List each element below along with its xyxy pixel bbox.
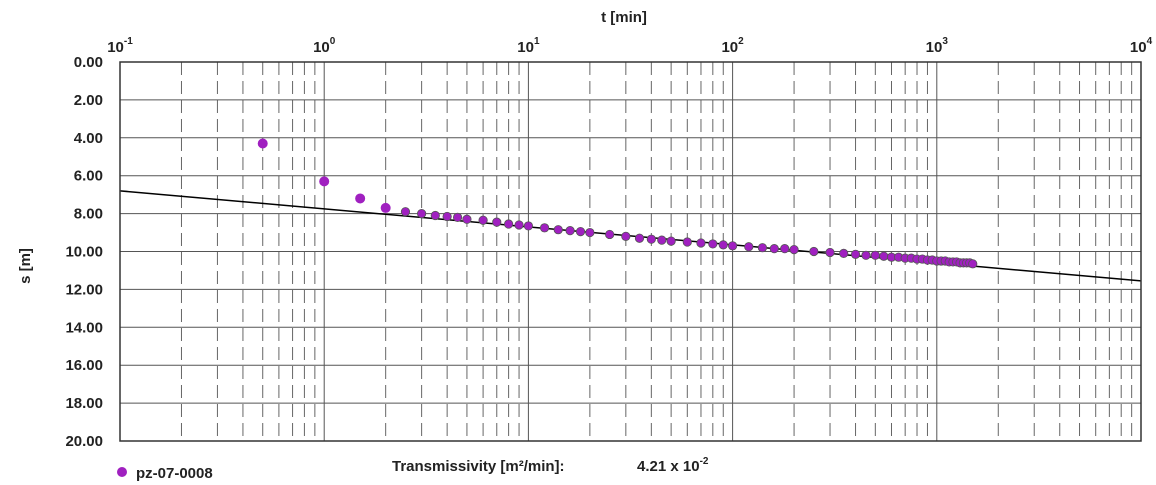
data-point [696,238,706,248]
y-tick-label: 18.00 [65,395,103,412]
transmissivity-value: 4.21 x 10-2 [637,456,709,475]
y-tick-label: 14.00 [65,319,103,336]
x-tick-exponent: 4 [1147,36,1153,47]
x-tick-labels: 10-1 100 101 102 103 104 [107,36,1152,56]
data-point [539,223,550,233]
legend: pz-07-0008 [117,465,213,482]
data-point [870,250,880,260]
x-tick-base: 10 [1130,39,1147,56]
data-points-layer [257,138,978,269]
y-tick-label: 20.00 [65,433,103,450]
data-point [682,237,692,247]
data-point [553,225,563,235]
y-tick-label: 0.00 [74,54,103,71]
y-tick-label: 8.00 [74,206,103,223]
data-point [355,193,366,204]
plot-frame [119,61,1142,442]
data-point [492,217,502,227]
data-point [757,243,768,253]
y-axis-title: s [m] [17,248,34,284]
x-tick-base: 10 [517,39,534,56]
data-point [708,239,718,249]
data-point [646,234,656,244]
data-point [968,259,978,269]
legend-label: pz-07-0008 [136,465,213,482]
data-point [839,248,849,258]
data-point [634,233,645,243]
x-tick-label: 104 [1130,36,1153,56]
grid-layer [119,61,1141,442]
data-point [861,250,871,260]
data-point [657,235,667,245]
data-point [462,214,472,224]
data-point [430,210,440,221]
data-point [769,244,779,254]
x-tick-base: 10 [721,39,738,56]
x-tick-label: 103 [926,36,949,56]
data-point [504,219,514,229]
data-point [780,244,790,254]
data-point [744,242,754,252]
data-point [514,220,524,230]
x-tick-label: 10-1 [107,36,133,56]
data-point [718,240,728,250]
data-point [452,212,463,222]
fit-line-layer [119,190,1142,282]
data-point [825,247,835,258]
data-point [809,246,819,257]
data-point [478,215,488,225]
x-tick-label: 100 [313,36,336,56]
data-point [417,209,427,219]
data-point [575,227,586,237]
data-point [523,221,534,231]
transmissivity-mantissa: 4.21 x 10 [637,458,700,475]
x-tick-base: 10 [926,39,943,56]
data-point [585,227,595,238]
y-tick-label: 4.00 [74,130,103,147]
y-tick-label: 2.00 [74,92,103,109]
x-tick-exponent: 2 [738,36,744,47]
x-tick-exponent: 1 [534,36,540,47]
transmissivity-exponent: -2 [700,456,709,467]
x-tick-exponent: 3 [942,36,948,47]
data-point [257,138,268,149]
x-tick-exponent: -1 [124,36,133,47]
fit-line [119,190,1142,282]
data-point [380,202,391,213]
data-point [319,176,330,187]
data-point [879,251,889,261]
y-tick-label: 12.00 [65,281,103,298]
x-tick-base: 10 [107,39,124,56]
x-tick-label: 101 [517,36,540,56]
y-tick-label: 10.00 [65,244,103,261]
x-tick-base: 10 [313,39,330,56]
data-point [621,231,631,241]
data-point [789,245,799,255]
data-point [565,226,575,236]
y-tick-label: 16.00 [65,357,103,374]
data-point [400,207,411,217]
transmissivity-annotation: Transmissivity [m²/min]: 4.21 x 10-2 [392,456,709,475]
x-axis-title: t [min] [601,9,647,26]
x-tick-label: 102 [721,36,744,56]
data-point [666,236,676,246]
y-tick-label: 6.00 [74,168,103,185]
x-tick-exponent: 0 [330,36,336,47]
y-tick-labels: 0.00 2.00 4.00 6.00 8.00 10.00 12.00 14.00 16.00… [65,54,103,450]
data-point [850,249,861,259]
legend-marker-pz-07-0008 [117,467,127,477]
data-point [727,241,738,251]
transmissivity-label: Transmissivity [m²/min]: [392,458,565,475]
data-point [605,229,615,240]
data-point [442,211,452,222]
